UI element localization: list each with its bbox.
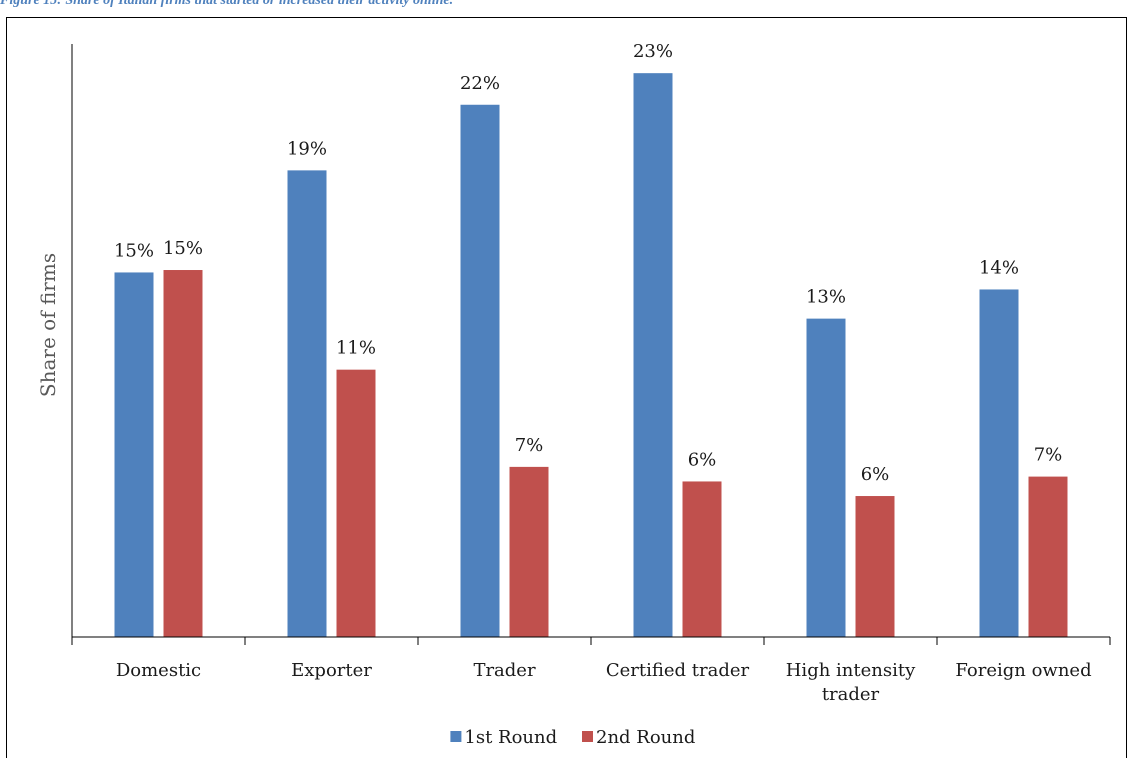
axes-group — [71, 44, 1111, 645]
value-label-1-3: 22% — [460, 73, 500, 94]
value-label-2-3: 7% — [515, 435, 544, 456]
bars-group — [114, 73, 1068, 638]
value-label-2-5: 6% — [861, 464, 890, 485]
bar-1-4 — [633, 73, 673, 637]
value-label-2-4: 6% — [688, 449, 717, 470]
legend-swatch-2 — [582, 731, 593, 742]
legend-swatch-1 — [450, 731, 462, 742]
bar-1-2 — [287, 170, 327, 637]
value-label-2-2: 11% — [336, 338, 376, 359]
bar-2-3 — [509, 466, 549, 637]
category-label-4: Certified trader — [606, 660, 750, 681]
bar-2-2 — [336, 369, 376, 637]
value-label-1-1: 15% — [114, 240, 154, 261]
bar-2-5 — [855, 496, 895, 637]
legend-label-2: 2nd Round — [596, 727, 695, 748]
bar-2-1 — [163, 270, 203, 637]
value-label-2-1: 15% — [163, 238, 203, 259]
category-labels-group: Domestic Exporter Trader Certified trader Hi… — [116, 660, 1092, 705]
category-label-5-line-1: High intensity — [786, 660, 916, 681]
value-label-1-4: 23% — [633, 41, 673, 62]
bar-2-4 — [682, 481, 722, 637]
legend: 1st Round 2nd Round — [450, 727, 695, 748]
category-label-5-line-2: trader — [822, 684, 880, 705]
category-label-3: Trader — [473, 660, 536, 681]
value-label-1-2: 19% — [287, 138, 327, 159]
bar-1-1 — [114, 272, 154, 637]
value-label-1-6: 14% — [979, 257, 1019, 278]
category-label-6: Foreign owned — [955, 660, 1091, 681]
bar-1-5 — [806, 318, 846, 637]
bar-2-6 — [1028, 476, 1068, 637]
bar-1-6 — [979, 289, 1019, 637]
value-label-1-5: 13% — [806, 287, 846, 308]
value-labels-group: 15% 15% 19% 11% 22% 7% 23% 6% 13% 6% 14% 7% — [114, 41, 1062, 485]
chart-frame — [6, 17, 1127, 758]
value-label-2-6: 7% — [1034, 445, 1063, 466]
category-label-2: Exporter — [291, 660, 372, 681]
bar-1-3 — [460, 104, 500, 638]
figure-caption: Figure 15: Share of Italian firms that s… — [0, 0, 454, 8]
y-axis-label: Share of firms — [36, 253, 60, 397]
category-label-1: Domestic — [116, 660, 201, 681]
legend-label-1: 1st Round — [464, 727, 557, 748]
